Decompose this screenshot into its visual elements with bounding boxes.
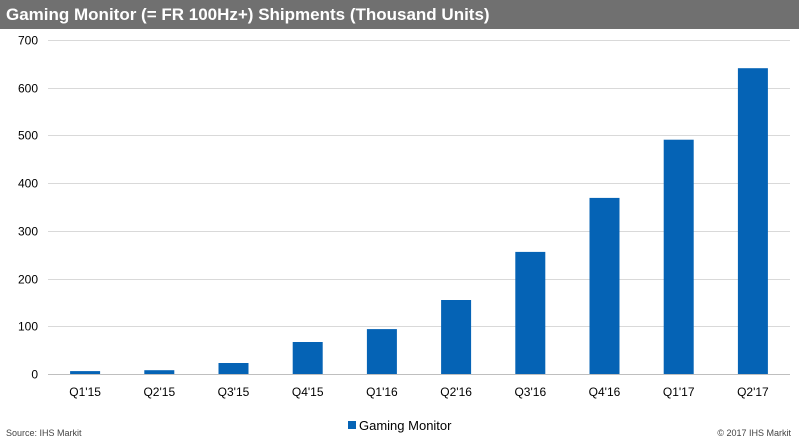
bar	[366, 329, 397, 374]
bar	[515, 251, 546, 374]
chart-title: Gaming Monitor (= FR 100Hz+) Shipments (…	[6, 5, 490, 24]
bar	[441, 300, 472, 374]
bar	[218, 363, 249, 374]
bar	[737, 68, 768, 374]
y-axis: 0 100 200 300 400 500 600 700	[18, 34, 38, 382]
x-tick-label: Q1'17	[663, 385, 695, 399]
legend: Gaming Monitor	[348, 418, 452, 433]
x-tick-label: Q4'15	[292, 385, 324, 399]
x-tick-label: Q3'16	[514, 385, 546, 399]
y-tick-label: 200	[18, 273, 38, 287]
y-tick-label: 0	[31, 368, 38, 382]
y-tick-label: 400	[18, 177, 38, 191]
y-tick-label: 100	[18, 320, 38, 334]
x-tick-label: Q3'15	[218, 385, 250, 399]
x-tick-label: Q4'16	[589, 385, 621, 399]
bar	[663, 139, 694, 374]
legend-label: Gaming Monitor	[359, 418, 452, 433]
y-tick-label: 300	[18, 225, 38, 239]
x-tick-label: Q2'15	[143, 385, 175, 399]
bar-series	[70, 68, 768, 374]
title-bar: Gaming Monitor (= FR 100Hz+) Shipments (…	[0, 0, 799, 29]
copyright-note: © 2017 IHS Markit	[717, 428, 791, 438]
x-tick-label: Q2'17	[737, 385, 769, 399]
x-tick-label: Q1'15	[69, 385, 101, 399]
y-tick-label: 600	[18, 82, 38, 96]
bar	[292, 342, 323, 374]
x-tick-label: Q1'16	[366, 385, 398, 399]
x-tick-label: Q2'16	[440, 385, 472, 399]
source-note: Source: IHS Markit	[6, 428, 82, 438]
y-tick-label: 700	[18, 34, 38, 48]
bar	[70, 371, 101, 374]
y-tick-label: 500	[18, 129, 38, 143]
bar	[589, 197, 620, 374]
bar	[144, 370, 175, 374]
x-axis: Q1'15 Q2'15 Q3'15 Q4'15 Q1'16 Q2'16 Q3'16 Q4'16…	[69, 385, 769, 399]
legend-swatch	[348, 421, 356, 429]
